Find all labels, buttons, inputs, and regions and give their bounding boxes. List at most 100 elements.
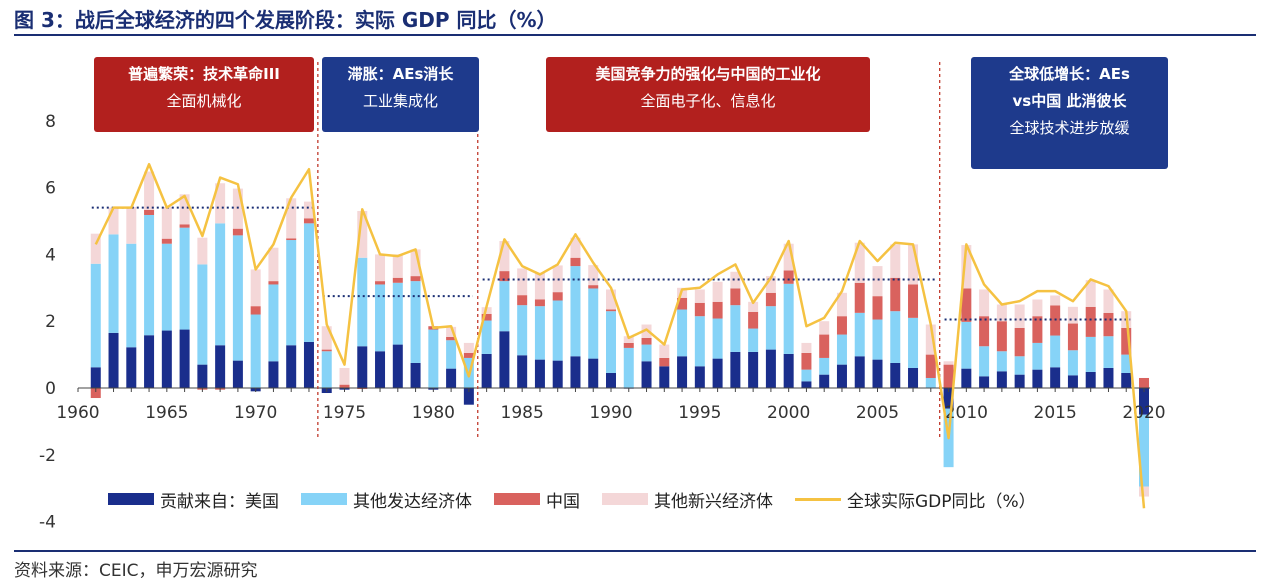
bar-segment: [197, 364, 208, 388]
bar-segment: [179, 227, 190, 330]
bar-segment: [1085, 280, 1096, 307]
bar-segment: [694, 366, 705, 388]
bar-segment: [552, 292, 563, 301]
era-box-low-growth: 全球低增长：AEs vs中国 此消彼长 全球技术进步放缓: [971, 57, 1168, 169]
legend-label-other-emerging: 其他新兴经济体: [654, 491, 773, 512]
bar-segment: [623, 336, 634, 343]
bar-segment: [179, 224, 190, 228]
bar-segment: [925, 354, 936, 378]
y-tick-label: 8: [45, 112, 56, 132]
bar-segment: [90, 388, 101, 399]
bar-segment: [534, 272, 545, 300]
bar-segment: [641, 337, 652, 345]
bar-segment: [90, 367, 101, 388]
bar-segment: [570, 257, 581, 267]
bar-segment: [463, 352, 474, 358]
bar-segment: [197, 237, 208, 265]
bar-segment: [961, 321, 972, 369]
bar-segment: [712, 358, 723, 388]
bar-segment: [1139, 377, 1149, 388]
x-tick-label: 1975: [323, 403, 366, 423]
bar-segment: [783, 353, 794, 388]
bar-segment: [303, 223, 314, 342]
bar-segment: [641, 344, 652, 362]
bar-segment: [890, 362, 901, 388]
bar-segment: [836, 334, 847, 365]
bar-segment: [357, 210, 368, 258]
bar-segment: [1014, 356, 1025, 375]
bar-segment: [996, 321, 1007, 352]
bar-segment: [694, 316, 705, 367]
bar-segment: [144, 171, 155, 210]
bar-segment: [819, 334, 830, 358]
bar-segment: [854, 282, 865, 313]
bar-segment: [1014, 304, 1025, 328]
title-divider: [14, 34, 1256, 36]
bar-segment: [783, 270, 794, 284]
x-tick-label: 1995: [678, 403, 721, 423]
bar-segment: [801, 342, 812, 353]
bar-segment: [659, 357, 670, 367]
bar-segment: [446, 340, 457, 369]
bar-segment: [232, 188, 243, 229]
bar-segment: [836, 316, 847, 335]
bar-segment: [375, 254, 386, 282]
bar-segment: [872, 296, 883, 320]
bar-segment: [108, 332, 119, 388]
bar-segment: [517, 295, 528, 306]
bar-segment: [463, 342, 474, 353]
bar-segment: [126, 206, 137, 244]
era-box-prosperity: 普遍繁荣：技术革命III 全面机械化: [94, 57, 314, 132]
bar-segment: [854, 356, 865, 388]
bar-segment: [1032, 342, 1043, 370]
bar-segment: [428, 329, 439, 388]
legend-swatch-global-gdp: [795, 497, 841, 501]
bar-segment: [215, 223, 226, 346]
y-tick-label: 2: [45, 312, 56, 332]
bar-segment: [1050, 367, 1061, 388]
bar-segment: [463, 388, 474, 405]
bar-segment: [712, 281, 723, 302]
bar-segment: [1032, 369, 1043, 388]
bar-segment: [250, 314, 261, 388]
y-tick-label: 6: [45, 179, 56, 199]
bar-segment: [392, 282, 403, 345]
bar-segment: [268, 361, 279, 388]
bar-segment: [694, 289, 705, 303]
legend-item-other-advanced: 其他发达经济体: [301, 487, 472, 512]
bar-segment: [534, 306, 545, 360]
bar-segment: [552, 300, 563, 361]
footer-divider: [14, 550, 1256, 552]
bar-segment: [1014, 374, 1025, 388]
legend-label-china: 中国: [546, 491, 580, 512]
bar-segment: [677, 297, 688, 310]
bar-segment: [641, 324, 652, 338]
bar-segment: [606, 311, 616, 373]
bar-segment: [1121, 372, 1132, 388]
bar-segment: [1139, 414, 1149, 487]
bar-segment: [996, 371, 1007, 388]
bar-segment: [410, 276, 421, 282]
bar-segment: [943, 361, 954, 365]
bar-segment: [765, 276, 776, 293]
bar-segment: [1050, 335, 1061, 368]
bar-segment: [108, 207, 119, 235]
bar-segment: [197, 264, 208, 365]
bar-segment: [819, 357, 830, 375]
bar-segment: [534, 299, 545, 307]
bar-segment: [446, 326, 457, 337]
bar-segment: [392, 254, 403, 278]
x-tick-label: 1970: [234, 403, 277, 423]
bar-segment: [836, 292, 847, 317]
bar-segment: [908, 367, 919, 388]
bar-segment: [552, 360, 563, 388]
bar-segment: [961, 245, 972, 289]
era-box-subtitle: 全球技术进步放缓: [1009, 119, 1130, 137]
bar-segment: [961, 368, 972, 388]
bar-segment: [996, 351, 1007, 372]
bar-segment: [748, 351, 759, 388]
bar-segment: [339, 384, 350, 388]
bar-segment: [1103, 312, 1114, 337]
bar-segment: [286, 238, 297, 241]
bar-segment: [1103, 336, 1114, 368]
